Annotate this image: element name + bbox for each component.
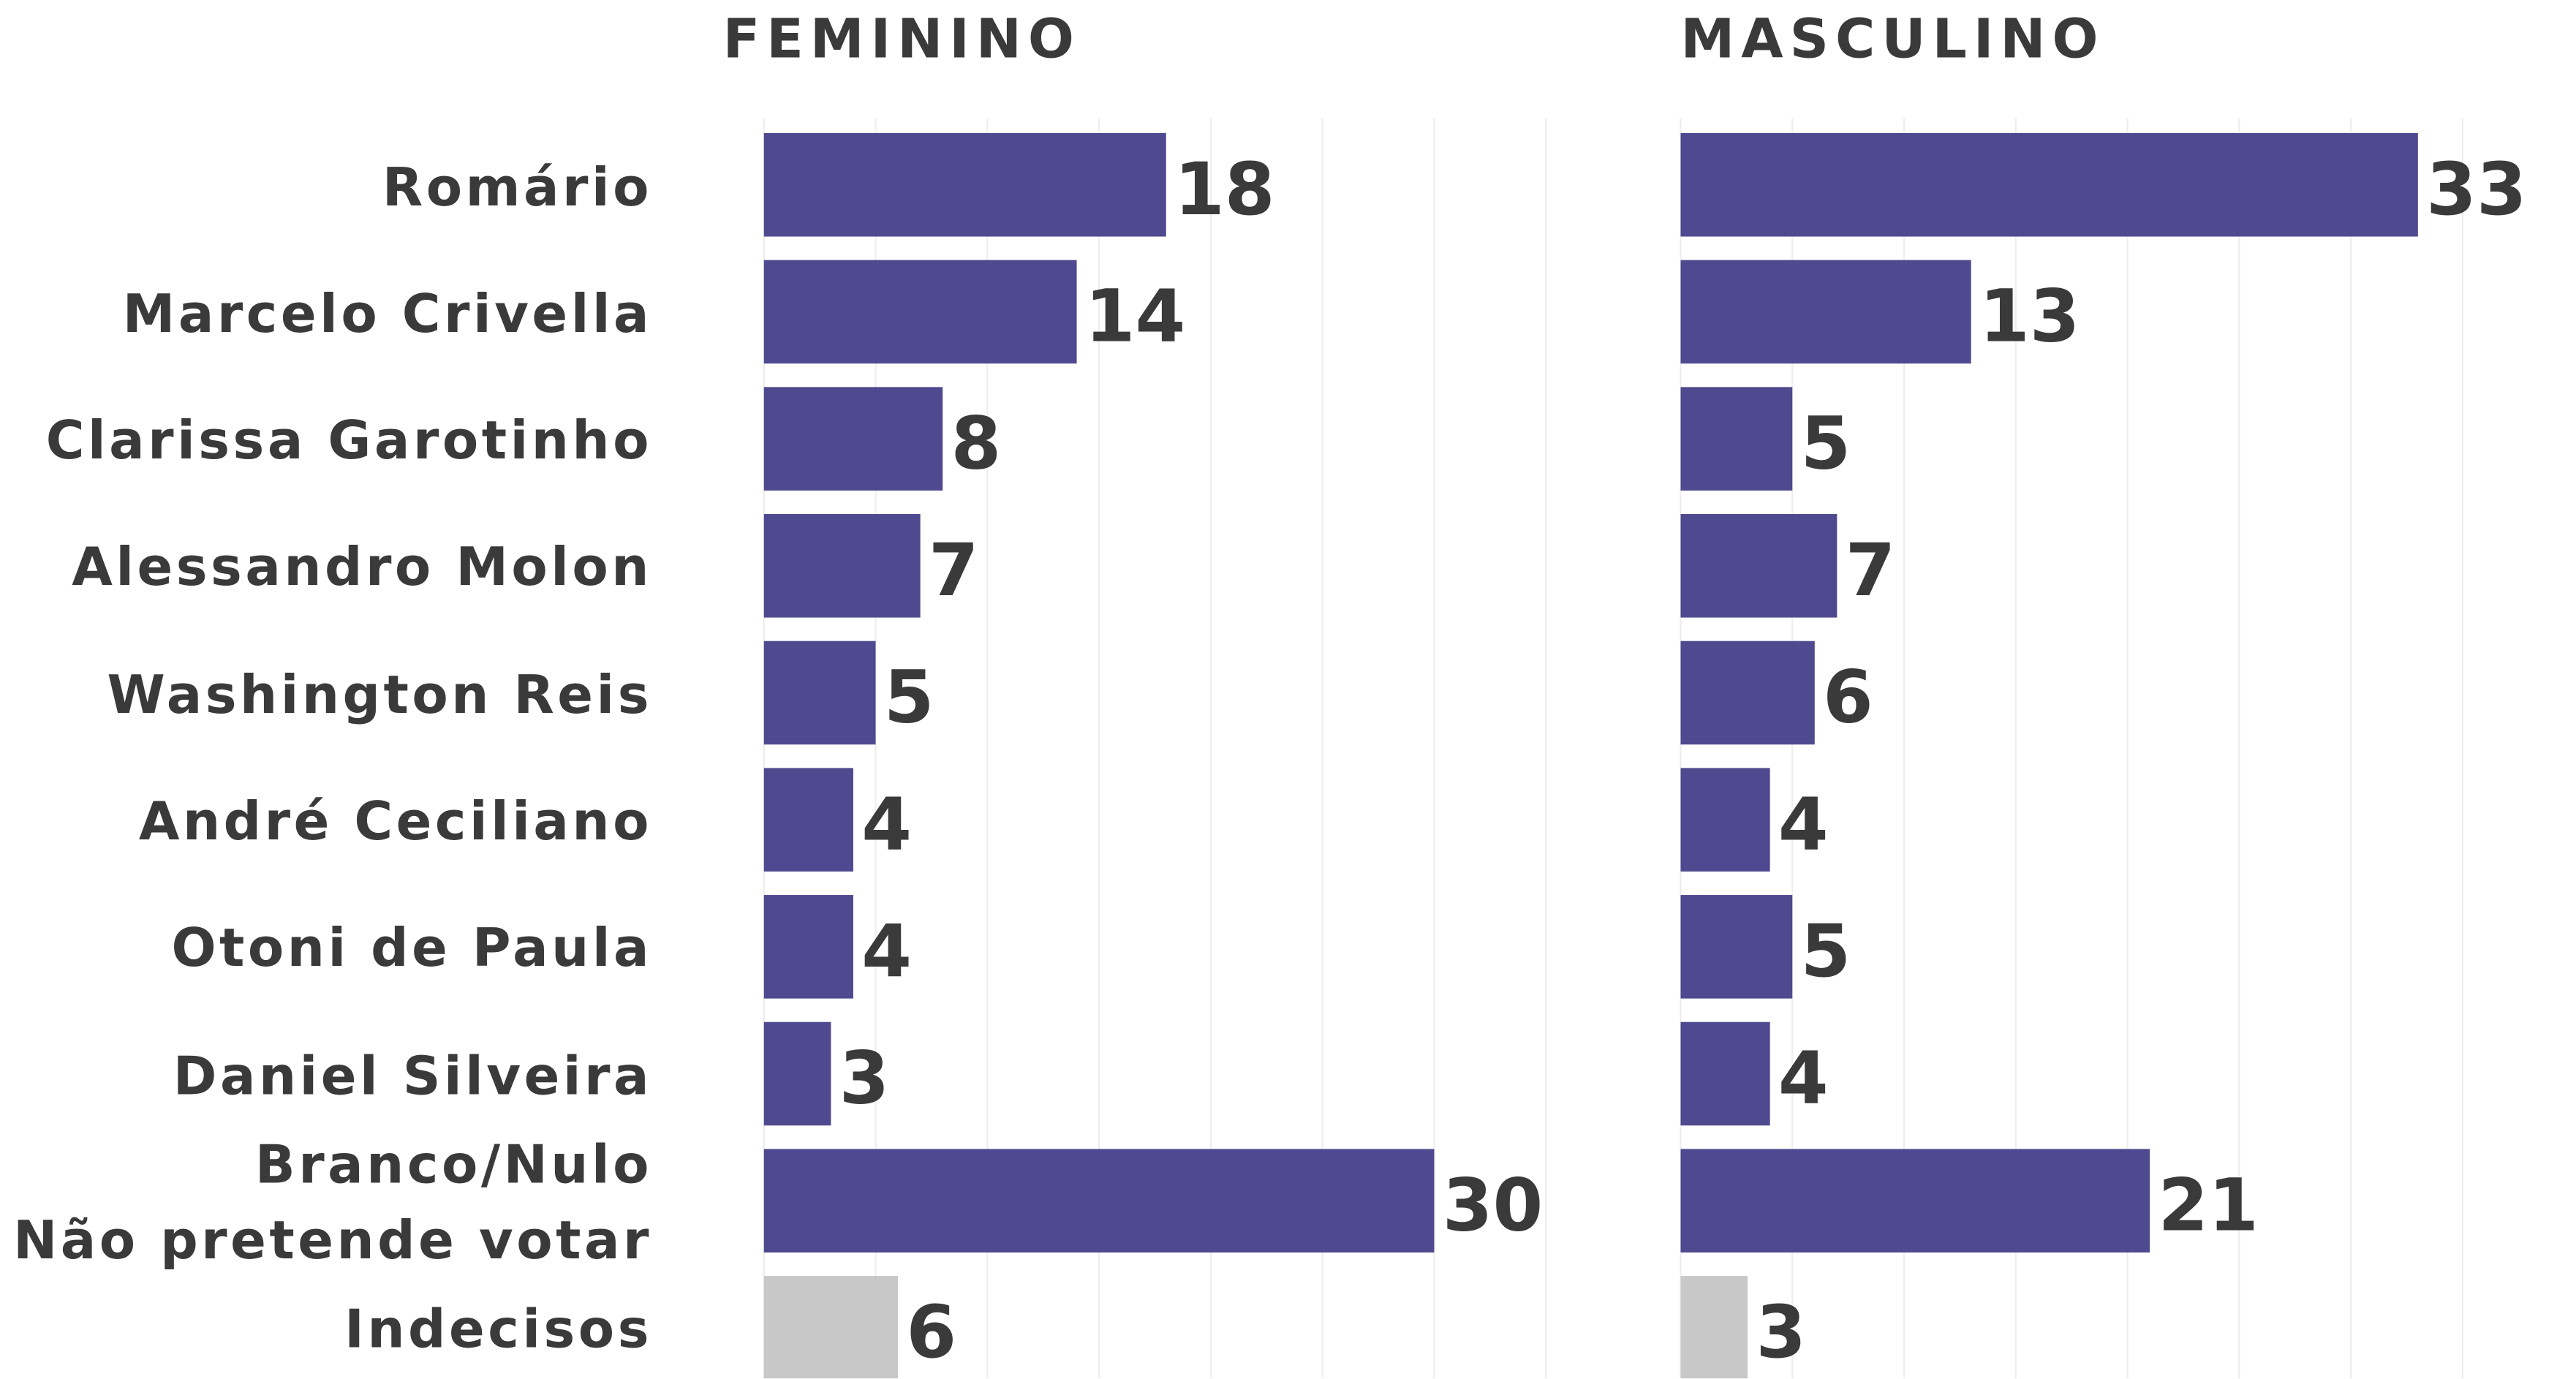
bar [1680,260,1971,364]
bar [1680,1021,1770,1126]
value-label: 5 [1800,910,1851,994]
value-label: 8 [951,401,1001,486]
bar [1680,514,1837,618]
bar [763,768,853,872]
value-label: 5 [1800,401,1851,486]
category-label: Daniel Silveira [173,1044,652,1107]
panel-title: FEMININO [722,6,1081,71]
bar [763,1276,899,1379]
value-label: 3 [1756,1291,1806,1375]
category-label: André Ceciliano [138,790,652,853]
category-label: Clarissa Garotinho [45,409,652,472]
bar [1680,1149,2150,1253]
value-label: 7 [1846,529,1896,613]
panel-title: MASCULINO [1680,6,2105,71]
value-label: 4 [1778,782,1829,866]
bar [763,260,1077,364]
value-label: 13 [1979,275,2080,359]
value-label: 4 [861,910,912,994]
category-label: Washington Reis [107,663,652,726]
bar [763,132,1166,237]
value-label: 5 [884,656,934,740]
bar [763,1149,1435,1253]
bar [763,514,921,618]
bar [1680,768,1770,872]
value-label: 4 [861,782,912,866]
value-label: 7 [929,529,979,613]
bar [1680,1276,1748,1379]
value-label: 14 [1085,275,1186,359]
bar [763,387,943,491]
category-label: Indecisos [344,1298,652,1361]
value-label: 33 [2426,148,2527,232]
bar [1680,641,1815,745]
value-label: 3 [839,1037,890,1121]
category-label: Otoni de Paula [171,917,652,980]
bar [763,1021,831,1126]
value-label: 6 [906,1291,956,1375]
bar [763,895,853,999]
bar [1680,132,2418,237]
bar [1680,895,1793,999]
value-label: 4 [1778,1037,1829,1121]
category-label: Branco/Nulo Não pretende votar [13,1133,652,1272]
value-label: 30 [1443,1163,1544,1247]
category-label: Alessandro Molon [72,536,652,599]
category-label: Marcelo Crivella [122,282,652,345]
value-label: 6 [1823,656,1873,740]
value-label: 21 [2158,1163,2259,1247]
value-label: 18 [1174,148,1275,232]
bar [763,641,876,745]
bar [1680,387,1793,491]
category-label: Romário [382,155,652,218]
